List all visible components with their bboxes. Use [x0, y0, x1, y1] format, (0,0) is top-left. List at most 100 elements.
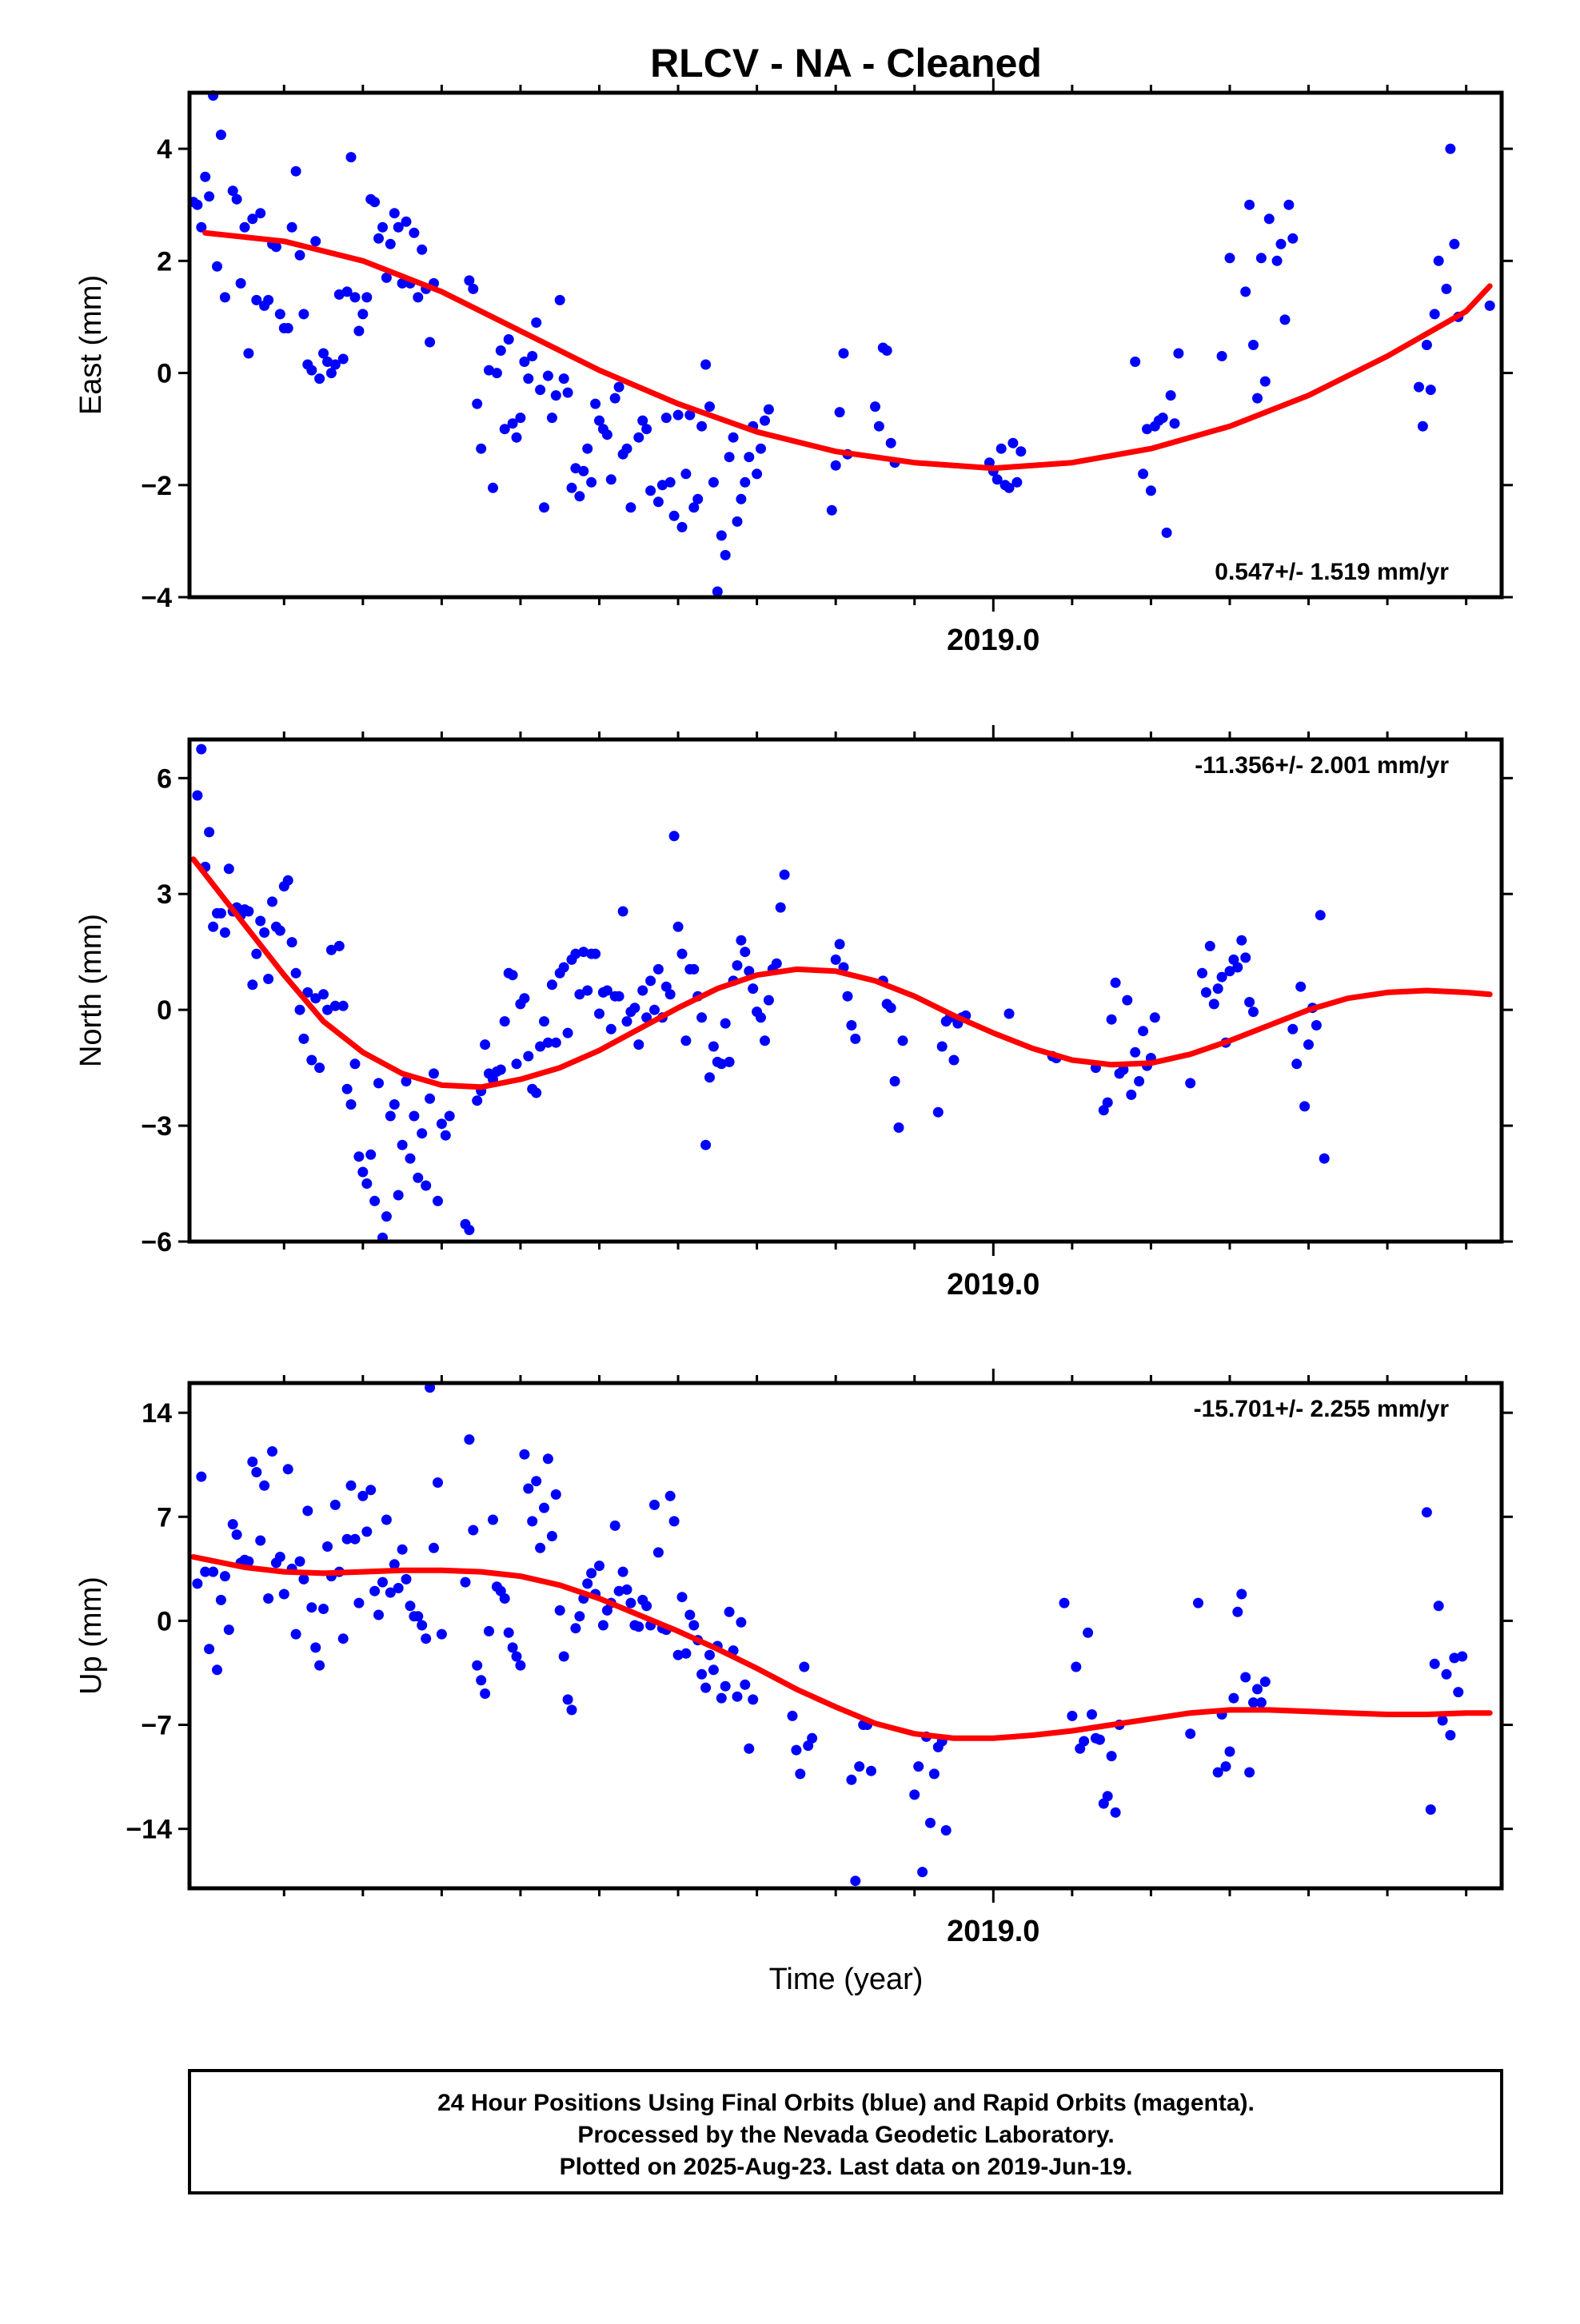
data-point — [527, 351, 538, 361]
data-point — [1240, 952, 1251, 963]
data-point — [740, 947, 751, 958]
data-point — [546, 1531, 557, 1541]
data-point — [1433, 255, 1444, 266]
data-point — [566, 482, 577, 493]
data-point — [476, 443, 487, 454]
data-point — [349, 1058, 361, 1070]
data-point — [688, 1620, 700, 1631]
data-point — [373, 233, 384, 244]
data-point — [601, 429, 612, 440]
data-point — [948, 1054, 960, 1066]
data-point — [204, 827, 215, 838]
data-point — [1083, 1627, 1094, 1638]
data-point — [756, 1012, 766, 1023]
data-point — [680, 1035, 692, 1046]
data-point — [472, 1095, 483, 1106]
data-point — [562, 1694, 573, 1705]
rate-label: 0.547+/- 1.519 mm/yr — [1215, 559, 1449, 585]
data-point — [1484, 300, 1495, 311]
data-point — [515, 1660, 526, 1671]
data-point — [617, 906, 628, 917]
data-point — [574, 1611, 585, 1622]
data-point — [688, 963, 700, 975]
data-point — [314, 373, 325, 385]
data-point — [421, 1633, 432, 1644]
data-point — [263, 974, 274, 984]
data-point — [1157, 413, 1168, 424]
data-point — [554, 1604, 565, 1616]
data-point — [200, 1566, 211, 1577]
data-point — [389, 1559, 400, 1570]
data-point — [333, 940, 345, 951]
data-point — [866, 1765, 876, 1776]
data-point — [652, 496, 664, 508]
data-point — [708, 476, 719, 488]
data-point — [680, 1648, 692, 1659]
data-point — [464, 1434, 475, 1445]
data-point — [590, 398, 601, 409]
data-point — [1102, 1791, 1113, 1802]
data-point — [696, 1012, 708, 1023]
y-tick-label: −2 — [141, 471, 172, 501]
data-point — [1094, 1734, 1105, 1745]
data-point — [353, 1151, 365, 1162]
data-point — [425, 1093, 436, 1104]
footer-frame — [188, 2069, 1503, 2194]
data-point — [1106, 1751, 1117, 1762]
data-point — [267, 1446, 277, 1457]
data-point — [1059, 1597, 1070, 1608]
y-axis-label: North (mm) — [74, 914, 108, 1067]
data-point — [1287, 1023, 1299, 1034]
data-point — [215, 907, 226, 919]
data-point — [310, 236, 321, 247]
data-point — [586, 1568, 597, 1579]
data-point — [507, 1642, 518, 1653]
data-point — [325, 368, 337, 379]
data-point — [708, 1664, 719, 1676]
data-point — [215, 130, 226, 141]
data-point — [468, 283, 479, 294]
data-point — [542, 370, 553, 381]
data-point — [1185, 1728, 1196, 1740]
data-point — [633, 432, 644, 443]
y-axis-label: East (mm) — [74, 275, 108, 415]
data-point — [744, 1743, 755, 1754]
data-point — [744, 452, 755, 463]
data-point — [503, 334, 514, 345]
data-point — [700, 1682, 712, 1693]
data-point — [290, 967, 301, 979]
data-point — [1193, 1597, 1203, 1608]
data-point — [409, 1110, 420, 1122]
data-point — [345, 1480, 357, 1491]
data-point — [1098, 1105, 1109, 1116]
data-point — [696, 421, 708, 432]
data-point — [1453, 1687, 1464, 1698]
data-point — [1244, 1767, 1255, 1778]
data-point — [433, 1477, 443, 1488]
data-point — [637, 415, 648, 426]
y-tick-label: 0 — [157, 359, 172, 389]
data-point — [1244, 199, 1255, 210]
data-point — [318, 1604, 329, 1614]
data-point — [1185, 1078, 1196, 1089]
data-point — [732, 516, 743, 527]
data-point — [401, 1076, 412, 1086]
data-point — [613, 991, 624, 1002]
data-point — [302, 1505, 313, 1517]
data-point — [385, 1110, 396, 1122]
data-point — [417, 1620, 428, 1631]
data-point — [1252, 393, 1263, 404]
data-point — [1161, 527, 1172, 538]
data-point — [1204, 940, 1215, 951]
data-point — [377, 221, 388, 233]
x-tick-label: 2019.0 — [947, 624, 1039, 657]
data-point — [771, 958, 782, 969]
data-point — [1244, 997, 1255, 1007]
data-point — [329, 1000, 341, 1011]
data-point — [570, 463, 581, 474]
y-tick-label: 0 — [157, 995, 172, 1026]
data-point — [704, 1072, 715, 1083]
data-point — [1232, 1606, 1243, 1617]
data-point — [554, 294, 565, 305]
data-point — [1003, 1008, 1015, 1019]
